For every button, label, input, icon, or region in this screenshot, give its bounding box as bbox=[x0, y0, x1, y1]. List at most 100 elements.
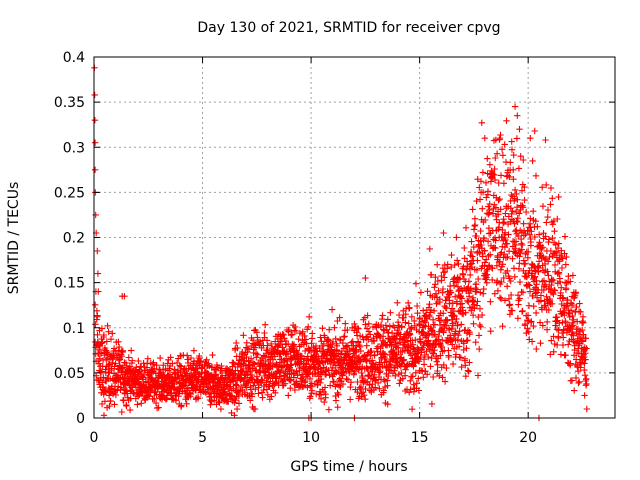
data-point bbox=[255, 390, 262, 397]
data-point bbox=[561, 250, 568, 257]
data-point bbox=[528, 318, 535, 325]
data-point bbox=[279, 344, 286, 351]
data-point bbox=[489, 265, 496, 272]
data-point bbox=[98, 325, 106, 332]
data-point bbox=[417, 289, 425, 296]
data-point bbox=[532, 290, 539, 297]
data-point bbox=[434, 277, 441, 285]
data-point bbox=[513, 217, 520, 225]
data-point bbox=[329, 338, 337, 346]
data-point bbox=[509, 207, 516, 215]
data-point bbox=[441, 268, 449, 276]
data-point bbox=[302, 336, 310, 343]
data-point bbox=[157, 354, 164, 362]
data-point bbox=[501, 244, 509, 251]
data-point bbox=[507, 277, 514, 285]
data-point bbox=[455, 260, 462, 268]
data-point bbox=[183, 400, 190, 407]
data-point bbox=[556, 278, 564, 286]
data-point bbox=[251, 405, 259, 413]
data-point bbox=[431, 284, 438, 291]
data-point bbox=[365, 336, 372, 343]
data-point bbox=[293, 379, 300, 387]
data-point bbox=[484, 155, 491, 162]
data-point bbox=[412, 360, 419, 367]
data-point bbox=[91, 117, 99, 124]
data-point bbox=[362, 357, 370, 364]
data-point bbox=[469, 253, 476, 260]
data-point bbox=[280, 331, 287, 339]
data-point bbox=[387, 309, 394, 316]
data-point bbox=[427, 363, 434, 370]
data-point bbox=[466, 331, 473, 338]
data-points bbox=[91, 64, 590, 422]
data-point bbox=[476, 345, 483, 353]
data-point bbox=[579, 313, 587, 320]
data-point bbox=[339, 339, 347, 347]
data-point bbox=[460, 346, 467, 354]
data-point bbox=[533, 345, 540, 353]
x-tick-label: 0 bbox=[90, 430, 99, 446]
data-point bbox=[510, 151, 517, 159]
y-tick-label: 0.1 bbox=[63, 321, 85, 337]
data-point bbox=[513, 190, 520, 198]
data-point bbox=[582, 350, 589, 357]
data-point bbox=[491, 290, 498, 297]
data-point bbox=[469, 294, 477, 301]
data-point bbox=[439, 374, 446, 381]
data-point bbox=[544, 206, 552, 214]
data-point bbox=[477, 178, 485, 185]
data-point bbox=[185, 356, 192, 363]
data-point bbox=[396, 380, 403, 387]
data-point bbox=[526, 282, 533, 289]
data-point bbox=[506, 173, 513, 181]
data-point bbox=[522, 260, 529, 267]
data-point bbox=[102, 387, 109, 395]
data-point bbox=[153, 362, 160, 369]
data-point bbox=[100, 383, 107, 391]
data-point bbox=[473, 232, 480, 240]
data-point bbox=[467, 261, 474, 268]
data-point bbox=[508, 191, 515, 199]
data-point bbox=[97, 369, 104, 376]
data-point bbox=[406, 331, 414, 338]
data-point bbox=[565, 341, 572, 348]
data-point bbox=[379, 363, 386, 370]
data-point bbox=[550, 276, 557, 284]
y-tick-label: 0.3 bbox=[63, 140, 85, 156]
data-point bbox=[511, 103, 519, 110]
data-point bbox=[581, 372, 589, 379]
data-point bbox=[308, 380, 315, 387]
data-point bbox=[123, 362, 130, 369]
data-point bbox=[122, 359, 130, 367]
data-point bbox=[580, 319, 587, 326]
data-point bbox=[526, 231, 533, 238]
data-point bbox=[476, 305, 484, 312]
data-point bbox=[101, 398, 109, 405]
data-point bbox=[347, 383, 354, 391]
data-point bbox=[293, 368, 300, 375]
data-point bbox=[125, 354, 132, 361]
data-point bbox=[475, 313, 482, 321]
data-point bbox=[330, 378, 338, 386]
data-point bbox=[441, 274, 448, 281]
data-point bbox=[448, 263, 455, 271]
data-point bbox=[453, 298, 461, 305]
data-point bbox=[385, 372, 392, 380]
data-point bbox=[187, 390, 194, 398]
data-point bbox=[362, 321, 369, 328]
data-point bbox=[551, 228, 558, 235]
data-point bbox=[471, 221, 479, 229]
data-point bbox=[413, 380, 420, 387]
data-point bbox=[392, 372, 399, 379]
data-point bbox=[478, 241, 485, 249]
y-tick-label: 0.35 bbox=[54, 95, 85, 111]
data-point bbox=[549, 235, 556, 242]
data-point bbox=[249, 390, 256, 398]
data-point bbox=[431, 347, 438, 354]
x-tick-label: 20 bbox=[519, 430, 537, 446]
data-point bbox=[92, 211, 99, 219]
data-point bbox=[548, 300, 556, 307]
data-point bbox=[452, 351, 460, 358]
